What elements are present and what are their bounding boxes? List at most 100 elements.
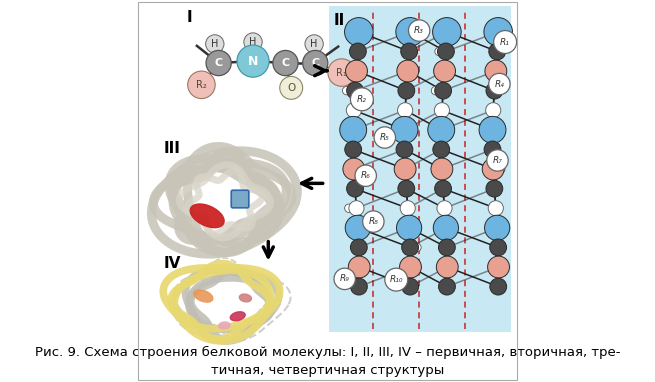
Circle shape <box>237 45 269 77</box>
Text: R₄: R₄ <box>495 79 504 89</box>
Circle shape <box>345 204 353 212</box>
Circle shape <box>428 117 455 143</box>
Circle shape <box>206 35 224 53</box>
Circle shape <box>398 82 415 99</box>
Circle shape <box>350 88 373 111</box>
Circle shape <box>489 43 506 60</box>
Circle shape <box>437 201 452 216</box>
Text: R₁: R₁ <box>500 37 510 47</box>
Ellipse shape <box>190 204 224 228</box>
Circle shape <box>485 60 507 82</box>
Text: R₈: R₈ <box>368 217 379 226</box>
Circle shape <box>438 43 455 60</box>
Ellipse shape <box>219 322 230 329</box>
Circle shape <box>439 278 455 295</box>
Text: II: II <box>333 13 345 28</box>
Circle shape <box>349 201 364 216</box>
Circle shape <box>206 50 231 76</box>
Text: R₂: R₂ <box>357 95 367 104</box>
Text: R₉: R₉ <box>340 274 350 283</box>
Circle shape <box>398 103 413 118</box>
Circle shape <box>350 239 367 256</box>
Circle shape <box>397 60 419 82</box>
Circle shape <box>400 201 415 216</box>
Text: R₃: R₃ <box>414 26 424 35</box>
Text: H: H <box>211 39 219 49</box>
Text: R₆: R₆ <box>361 171 371 180</box>
Circle shape <box>303 50 328 76</box>
Circle shape <box>482 158 504 180</box>
Text: I: I <box>187 10 193 24</box>
Circle shape <box>280 76 303 99</box>
Circle shape <box>346 180 364 197</box>
Circle shape <box>340 117 367 143</box>
Text: R₂: R₂ <box>196 80 207 90</box>
Text: IV: IV <box>164 256 181 271</box>
Circle shape <box>486 180 503 197</box>
Circle shape <box>345 215 371 240</box>
Text: O: O <box>287 83 295 93</box>
Circle shape <box>391 117 418 143</box>
Circle shape <box>487 150 508 171</box>
Circle shape <box>273 50 298 76</box>
Circle shape <box>434 60 455 82</box>
Circle shape <box>494 31 517 53</box>
Circle shape <box>402 239 419 256</box>
Circle shape <box>413 243 421 252</box>
Circle shape <box>396 18 424 46</box>
Circle shape <box>348 256 370 278</box>
Circle shape <box>355 165 377 186</box>
Circle shape <box>350 43 366 60</box>
Circle shape <box>490 239 506 256</box>
Text: R₁₀: R₁₀ <box>390 275 403 284</box>
Text: R₇: R₇ <box>493 156 502 165</box>
Circle shape <box>346 82 364 99</box>
Text: R₅: R₅ <box>380 133 390 142</box>
Circle shape <box>346 60 367 82</box>
Circle shape <box>484 141 501 158</box>
Circle shape <box>435 82 451 99</box>
Circle shape <box>488 201 503 216</box>
Circle shape <box>496 165 505 173</box>
Circle shape <box>328 59 356 86</box>
Circle shape <box>363 211 384 232</box>
Circle shape <box>305 35 324 53</box>
Circle shape <box>396 215 422 240</box>
Text: C: C <box>282 58 290 68</box>
Circle shape <box>434 103 449 118</box>
Circle shape <box>409 126 417 134</box>
Circle shape <box>345 141 362 158</box>
FancyBboxPatch shape <box>231 190 249 208</box>
Circle shape <box>343 158 365 180</box>
Circle shape <box>432 18 461 46</box>
Circle shape <box>435 47 443 56</box>
FancyBboxPatch shape <box>329 6 511 332</box>
Circle shape <box>398 180 415 197</box>
Text: N: N <box>248 55 258 68</box>
Text: C: C <box>311 58 320 68</box>
Circle shape <box>484 18 512 46</box>
Circle shape <box>350 278 367 295</box>
Circle shape <box>438 239 455 256</box>
Circle shape <box>334 268 356 290</box>
Text: Рис. 9. Схема строения белковой молекулы: I, II, III, IV – первичная, вторичная,: Рис. 9. Схема строения белковой молекулы… <box>35 346 620 359</box>
Circle shape <box>436 256 458 278</box>
Circle shape <box>433 141 449 158</box>
Circle shape <box>479 117 506 143</box>
Circle shape <box>394 158 416 180</box>
Circle shape <box>433 215 458 240</box>
Circle shape <box>401 43 417 60</box>
Circle shape <box>244 33 262 51</box>
Text: R₁: R₁ <box>336 68 347 78</box>
Circle shape <box>343 86 351 95</box>
Circle shape <box>409 20 430 41</box>
Circle shape <box>490 278 506 295</box>
Circle shape <box>485 215 510 240</box>
Circle shape <box>431 158 453 180</box>
Text: H: H <box>250 37 257 47</box>
Ellipse shape <box>239 294 252 302</box>
Circle shape <box>487 256 510 278</box>
Text: H: H <box>310 39 318 49</box>
Circle shape <box>489 73 510 95</box>
Circle shape <box>396 141 413 158</box>
